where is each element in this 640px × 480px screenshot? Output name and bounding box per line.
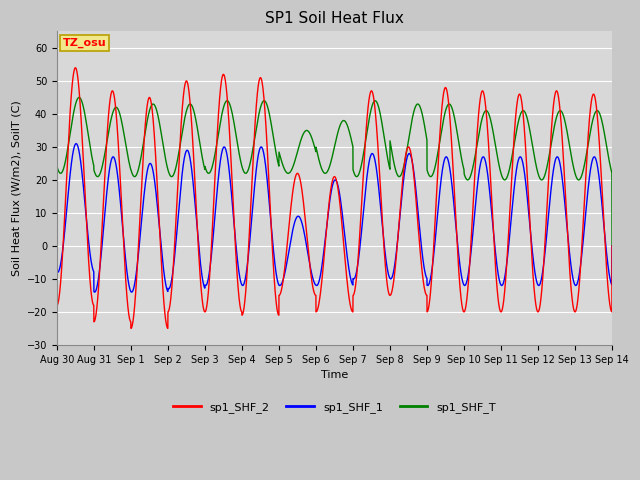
- sp1_SHF_2: [127, 325, 135, 331]
- Line: sp1_SHF_1: sp1_SHF_1: [57, 144, 612, 292]
- sp1_SHF_T: [76, 95, 83, 100]
- sp1_SHF_2: [579, 228, 587, 233]
- sp1_SHF_1: [554, 155, 562, 161]
- sp1_SHF_1: [266, 205, 273, 211]
- X-axis label: Time: Time: [321, 370, 348, 380]
- sp1_SHF_T: [608, 243, 616, 249]
- sp1_SHF_1: [401, 170, 408, 176]
- sp1_SHF_1: [72, 141, 80, 146]
- sp1_SHF_T: [554, 110, 562, 116]
- sp1_SHF_1: [557, 166, 564, 172]
- Y-axis label: Soil Heat Flux (W/m2), SoilT (C): Soil Heat Flux (W/m2), SoilT (C): [11, 100, 21, 276]
- sp1_SHF_1: [120, 234, 127, 240]
- sp1_SHF_T: [579, 169, 586, 175]
- sp1_SHF_1: [53, 269, 61, 275]
- sp1_SHF_1: [579, 242, 587, 248]
- sp1_SHF_2: [608, 243, 616, 249]
- sp1_SHF_T: [266, 112, 273, 118]
- sp1_SHF_T: [120, 128, 127, 133]
- sp1_SHF_2: [554, 93, 562, 99]
- sp1_SHF_T: [557, 108, 564, 114]
- sp1_SHF_2: [557, 118, 564, 123]
- Title: SP1 Soil Heat Flux: SP1 Soil Heat Flux: [265, 11, 404, 26]
- Text: TZ_osu: TZ_osu: [63, 37, 106, 48]
- sp1_SHF_2: [266, 194, 273, 200]
- sp1_SHF_T: [401, 161, 408, 167]
- sp1_SHF_1: [608, 243, 616, 249]
- Line: sp1_SHF_T: sp1_SHF_T: [57, 97, 612, 246]
- sp1_SHF_2: [72, 65, 79, 71]
- sp1_SHF_2: [53, 302, 61, 308]
- sp1_SHF_2: [401, 160, 408, 166]
- Line: sp1_SHF_2: sp1_SHF_2: [57, 68, 612, 328]
- sp1_SHF_1: [91, 289, 99, 295]
- sp1_SHF_T: [53, 163, 61, 169]
- Legend: sp1_SHF_2, sp1_SHF_1, sp1_SHF_T: sp1_SHF_2, sp1_SHF_1, sp1_SHF_T: [168, 397, 500, 417]
- sp1_SHF_2: [120, 237, 127, 243]
